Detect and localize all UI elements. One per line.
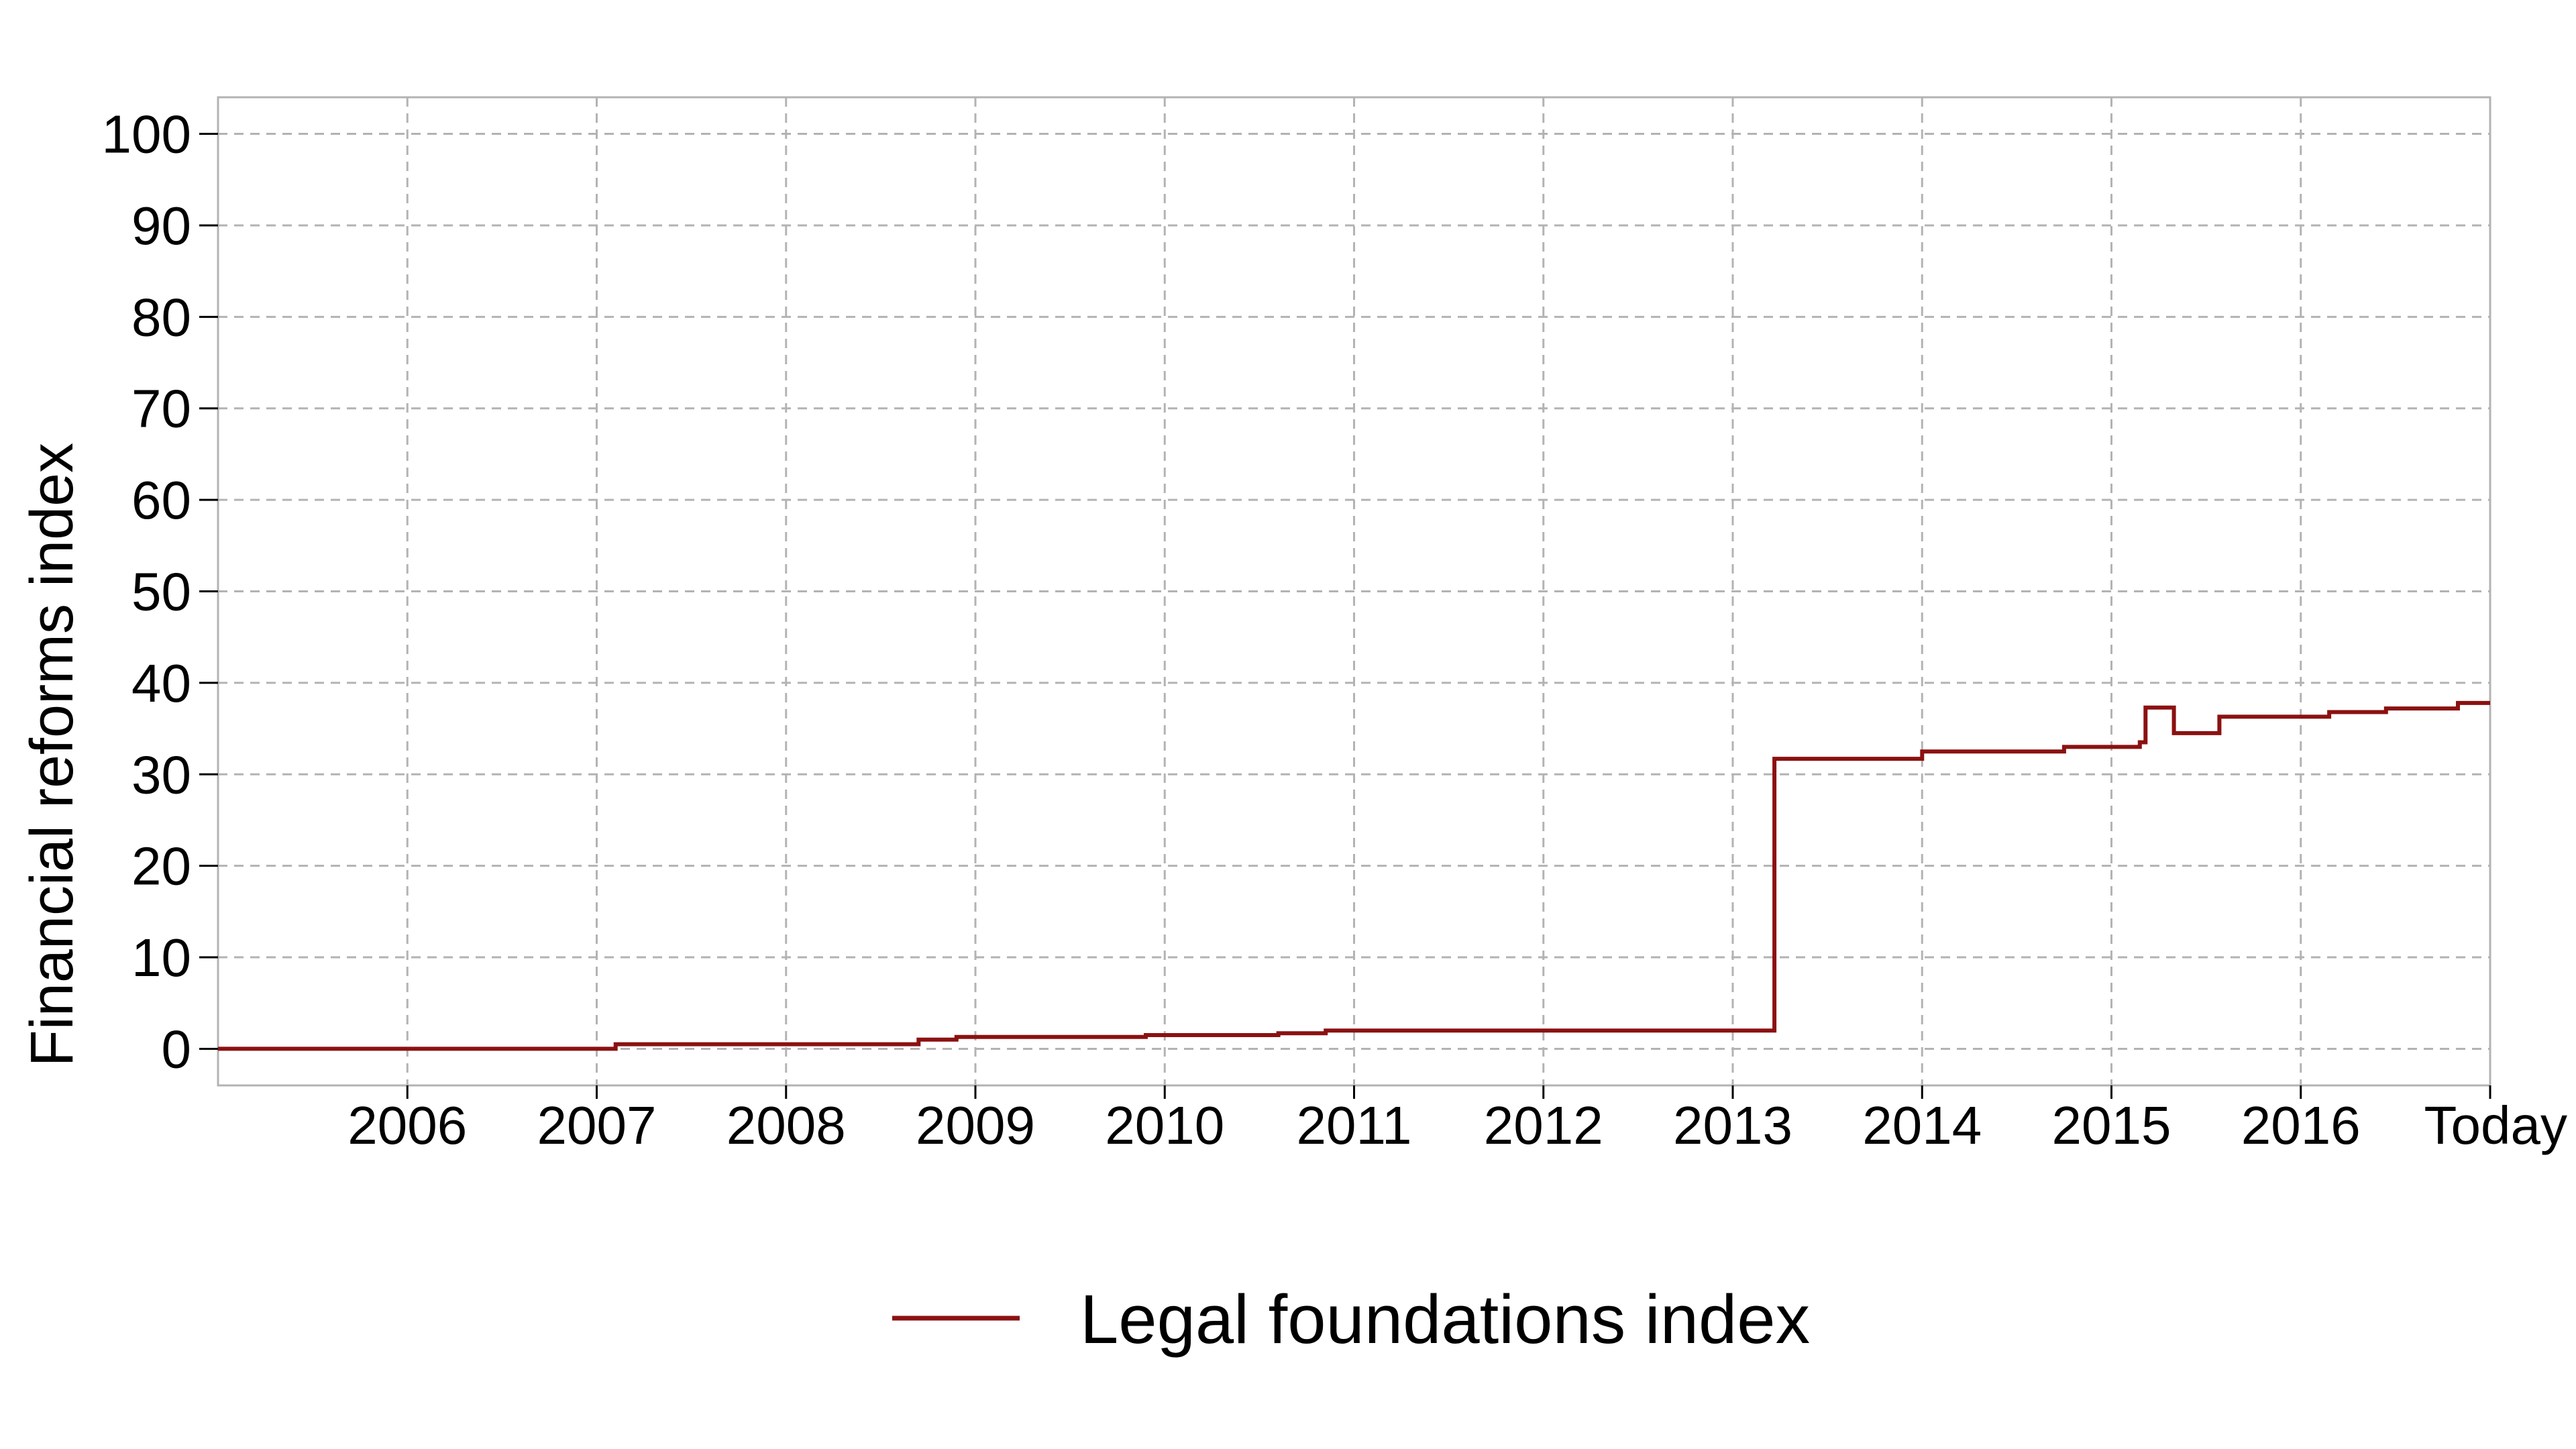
y-tick-label-50: 50: [131, 562, 191, 622]
y-tick-label-80: 80: [131, 287, 191, 347]
y-tick-label-90: 90: [131, 196, 191, 256]
y-tick-label-10: 10: [131, 928, 191, 987]
x-axis: 2006 2007 2008 2009 2010 2011 2012 2013 2014 2015…: [347, 1085, 2567, 1155]
series-layer: [218, 700, 2490, 1051]
legend: Legal foundations index: [892, 1281, 1810, 1358]
y-tick-label-30: 30: [131, 745, 191, 804]
grid: [218, 97, 2490, 1085]
y-tick-label-100: 100: [102, 105, 191, 164]
y-tick-label-20: 20: [131, 837, 191, 896]
x-tick-label-2012: 2012: [1484, 1095, 1603, 1155]
y-axis: 0 10 20 30 40 50 60 70 80 90 100: [102, 105, 218, 1079]
y-tick-label-60: 60: [131, 470, 191, 530]
x-tick-label-2007: 2007: [537, 1095, 657, 1155]
x-tick-label-2014: 2014: [1862, 1095, 1982, 1155]
y-tick-label-70: 70: [131, 379, 191, 439]
x-tick-label-Today: Today: [2424, 1095, 2567, 1155]
y-tick-label-0: 0: [162, 1019, 192, 1079]
x-tick-label-2010: 2010: [1105, 1095, 1224, 1155]
series-line-legal-foundations: [218, 700, 2490, 1051]
y-axis-title: Financial reforms index: [19, 443, 86, 1067]
x-tick-label-2006: 2006: [347, 1095, 467, 1155]
x-tick-label-2008: 2008: [727, 1095, 846, 1155]
x-tick-label-2009: 2009: [916, 1095, 1035, 1155]
y-tick-label-40: 40: [131, 653, 191, 713]
legend-label-legal-foundations: Legal foundations index: [1080, 1281, 1810, 1358]
x-tick-label-2016: 2016: [2241, 1095, 2361, 1155]
x-tick-label-2015: 2015: [2052, 1095, 2171, 1155]
x-tick-label-2011: 2011: [1296, 1095, 1411, 1155]
x-tick-label-2013: 2013: [1673, 1095, 1792, 1155]
